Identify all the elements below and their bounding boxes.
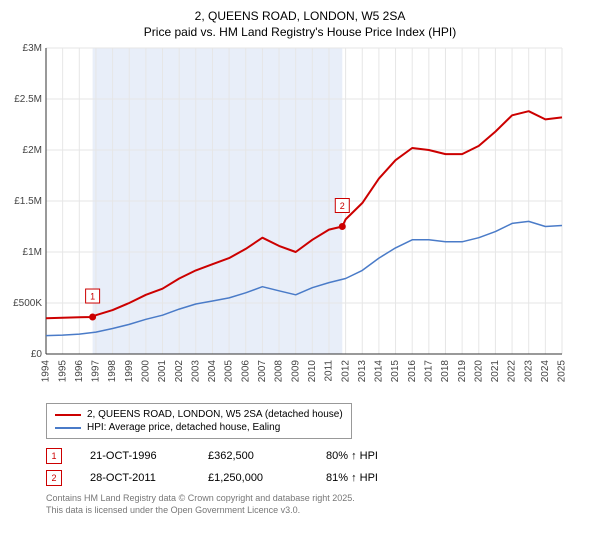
svg-text:2024: 2024: [540, 360, 551, 383]
svg-text:£500K: £500K: [13, 298, 42, 309]
svg-text:2015: 2015: [390, 360, 401, 383]
svg-text:2019: 2019: [457, 360, 468, 383]
svg-text:£2M: £2M: [23, 145, 42, 156]
legend-item: HPI: Average price, detached house, Eali…: [55, 421, 343, 434]
svg-text:2009: 2009: [290, 360, 301, 383]
svg-text:1995: 1995: [57, 360, 68, 383]
transaction-row: 2 28-OCT-2011 £1,250,000 81% ↑ HPI: [46, 467, 590, 489]
svg-text:2011: 2011: [324, 360, 335, 382]
svg-text:1996: 1996: [74, 360, 85, 383]
legend-label: HPI: Average price, detached house, Eali…: [87, 422, 280, 433]
svg-text:2020: 2020: [473, 360, 484, 383]
svg-text:£1M: £1M: [23, 247, 42, 258]
footer-line2: This data is licensed under the Open Gov…: [46, 505, 590, 517]
svg-text:2002: 2002: [174, 360, 185, 383]
chart-svg: £0 £500K £1M £1.5M £2M £2.5M £3M 1994 1995 1996 19…: [10, 44, 570, 394]
svg-text:2007: 2007: [257, 360, 268, 383]
title-line1: 2, QUEENS ROAD, LONDON, W5 2SA: [10, 8, 590, 24]
legend-item: 2, QUEENS ROAD, LONDON, W5 2SA (detached…: [55, 408, 343, 421]
svg-text:2004: 2004: [207, 360, 218, 383]
svg-text:1998: 1998: [107, 360, 118, 383]
svg-text:2013: 2013: [357, 360, 368, 383]
svg-text:2001: 2001: [157, 360, 168, 383]
legend: 2, QUEENS ROAD, LONDON, W5 2SA (detached…: [46, 403, 352, 439]
legend-swatch: [55, 414, 81, 416]
transaction-badge: 1: [46, 448, 62, 464]
price-chart: £0 £500K £1M £1.5M £2M £2.5M £3M 1994 1995 1996 19…: [10, 44, 590, 399]
chart-title: 2, QUEENS ROAD, LONDON, W5 2SA Price pai…: [10, 8, 590, 40]
svg-text:2025: 2025: [557, 360, 568, 383]
svg-text:2022: 2022: [507, 360, 518, 383]
transaction-price: £1,250,000: [208, 472, 298, 484]
svg-text:2005: 2005: [224, 360, 235, 383]
footer-line1: Contains HM Land Registry data © Crown c…: [46, 493, 590, 505]
transaction-pct: 81% ↑ HPI: [326, 472, 378, 484]
transaction-date: 28-OCT-2011: [90, 472, 180, 484]
transaction-table: 1 21-OCT-1996 £362,500 80% ↑ HPI 2 28-OCT-201…: [46, 445, 590, 489]
legend-label: 2, QUEENS ROAD, LONDON, W5 2SA (detached…: [87, 409, 343, 420]
svg-text:£2.5M: £2.5M: [14, 94, 42, 105]
transaction-date: 21-OCT-1996: [90, 450, 180, 462]
svg-text:2021: 2021: [490, 360, 501, 383]
transaction-badge: 2: [46, 470, 62, 486]
title-line2: Price paid vs. HM Land Registry's House …: [10, 24, 590, 40]
svg-text:2003: 2003: [190, 360, 201, 383]
svg-text:1997: 1997: [91, 360, 102, 383]
svg-text:2014: 2014: [374, 360, 385, 383]
legend-swatch: [55, 427, 81, 429]
svg-text:2017: 2017: [423, 360, 434, 383]
svg-text:2000: 2000: [141, 360, 152, 383]
svg-text:1: 1: [90, 292, 95, 302]
svg-text:2018: 2018: [440, 360, 451, 383]
svg-text:£1.5M: £1.5M: [14, 196, 42, 207]
svg-text:£0: £0: [31, 349, 43, 360]
svg-text:2016: 2016: [407, 360, 418, 383]
svg-text:2010: 2010: [307, 360, 318, 383]
svg-text:2006: 2006: [240, 360, 251, 383]
svg-text:2: 2: [340, 201, 345, 211]
svg-text:£3M: £3M: [23, 44, 42, 54]
transaction-pct: 80% ↑ HPI: [326, 450, 378, 462]
transaction-price: £362,500: [208, 450, 298, 462]
svg-text:1994: 1994: [41, 360, 52, 383]
svg-text:2012: 2012: [340, 360, 351, 383]
svg-text:2008: 2008: [274, 360, 285, 383]
footer-attribution: Contains HM Land Registry data © Crown c…: [46, 493, 590, 516]
transaction-row: 1 21-OCT-1996 £362,500 80% ↑ HPI: [46, 445, 590, 467]
svg-text:1999: 1999: [124, 360, 135, 383]
svg-text:2023: 2023: [523, 360, 534, 383]
